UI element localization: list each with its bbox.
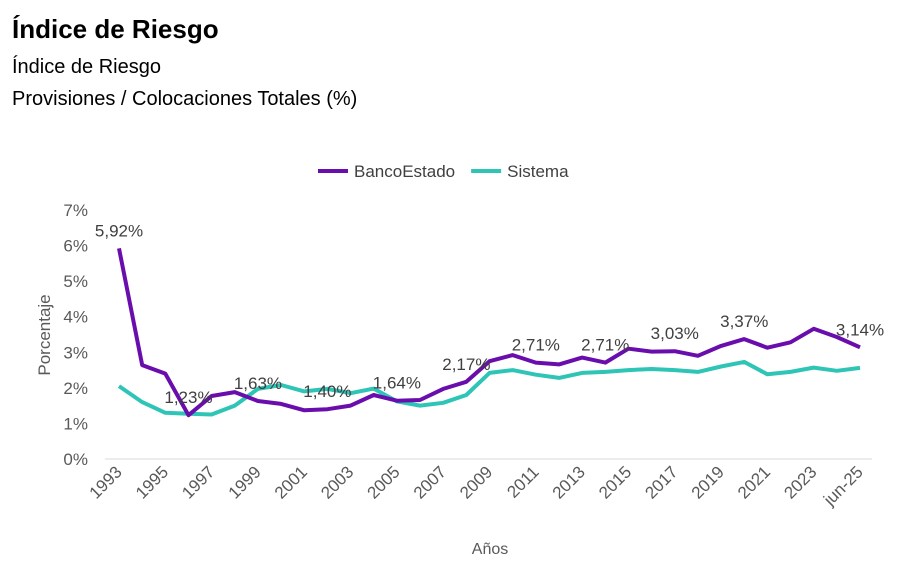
y-tick-label: 3% bbox=[63, 343, 88, 362]
y-tick-label: 1% bbox=[63, 414, 88, 433]
y-tick-label: 6% bbox=[63, 237, 88, 256]
y-tick-label: 0% bbox=[63, 450, 88, 469]
x-tick-label: 2001 bbox=[271, 462, 311, 502]
x-axis-title: Años bbox=[472, 541, 508, 558]
x-tick-label: 2017 bbox=[641, 462, 681, 502]
data-label: 3,14% bbox=[836, 320, 884, 339]
legend-label-sistema: Sistema bbox=[507, 162, 569, 181]
x-tick-label: 2007 bbox=[410, 462, 450, 502]
data-label: 3,37% bbox=[720, 312, 768, 331]
x-tick-label: 1999 bbox=[225, 462, 265, 502]
x-tick-label: 2011 bbox=[503, 462, 542, 501]
x-tick-label: 2003 bbox=[317, 462, 357, 502]
data-label: 1,40% bbox=[303, 382, 351, 401]
y-tick-label: 4% bbox=[63, 308, 88, 327]
x-tick-label: 2023 bbox=[780, 462, 820, 502]
x-tick-label: 1993 bbox=[86, 462, 126, 502]
chart-subtitle-2: Provisiones / Colocaciones Totales (%) bbox=[12, 88, 358, 110]
y-tick-label: 2% bbox=[63, 379, 88, 398]
x-tick-label: 1997 bbox=[178, 462, 218, 502]
data-label: 3,03% bbox=[651, 324, 699, 343]
series-line-sistema bbox=[117, 359, 861, 417]
y-axis-title: Porcentaje bbox=[35, 294, 54, 375]
data-label: 2,17% bbox=[442, 355, 490, 374]
x-tick-label: 2019 bbox=[688, 462, 728, 502]
x-tick-label: 2009 bbox=[456, 462, 496, 502]
data-label: 5,92% bbox=[95, 221, 143, 240]
x-tick-label: jun-25 bbox=[819, 462, 867, 510]
x-tick-label: 2005 bbox=[364, 462, 404, 502]
legend-label-bancoestado: BancoEstado bbox=[354, 162, 455, 181]
data-label: 2,71% bbox=[512, 336, 560, 355]
x-tick-label: 2015 bbox=[595, 462, 635, 502]
data-label: 1,64% bbox=[373, 374, 421, 393]
data-label: 1,23% bbox=[164, 388, 212, 407]
series-line-bancoestado bbox=[117, 248, 861, 418]
x-tick-label: 2013 bbox=[549, 462, 589, 502]
x-tick-label: 2021 bbox=[734, 462, 774, 502]
y-tick-label: 5% bbox=[63, 272, 88, 291]
page-title: Índice de Riesgo bbox=[12, 14, 219, 44]
chart-subtitle: Índice de Riesgo bbox=[12, 56, 161, 78]
data-label: 2,71% bbox=[581, 336, 629, 355]
y-tick-label: 7% bbox=[63, 201, 88, 220]
x-tick-label: 1995 bbox=[132, 462, 172, 502]
data-label: 1,63% bbox=[234, 374, 282, 393]
